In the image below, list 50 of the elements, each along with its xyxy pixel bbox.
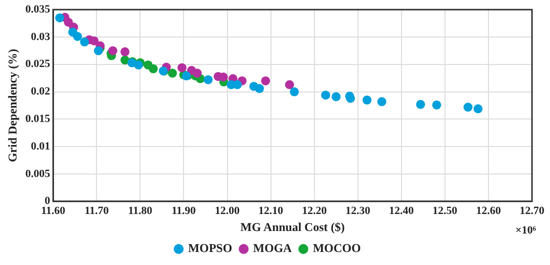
y-tick-label: 0	[44, 195, 51, 208]
point	[90, 36, 99, 46]
text: ×10⁶	[515, 224, 537, 237]
point	[285, 80, 294, 90]
point	[416, 100, 426, 109]
point	[464, 102, 473, 112]
y-tick-label: 0.025	[25, 58, 51, 70]
x-tick-label: 11.90	[172, 204, 196, 217]
point	[178, 63, 187, 72]
point	[168, 68, 177, 78]
x-axis-title: MG Annual Cost ($)	[240, 220, 345, 234]
point	[94, 46, 103, 56]
x-tick-label: 11.80	[128, 204, 153, 217]
point	[290, 87, 299, 96]
y-tick-label: 0.03	[30, 30, 51, 43]
y-tick-label: 0.01	[30, 140, 50, 152]
legend-label: MOGA	[253, 241, 292, 256]
y-tick-label: 0.02	[30, 86, 51, 98]
x-tick-label: 12.10	[258, 204, 284, 217]
point	[432, 100, 442, 110]
x-tick-label: 12.60	[476, 204, 502, 217]
point	[108, 46, 118, 56]
point	[261, 76, 270, 86]
point	[377, 97, 386, 106]
point	[120, 47, 130, 56]
x-tick-label: 12.50	[432, 204, 458, 217]
point	[148, 64, 158, 74]
point	[204, 75, 213, 84]
x-tick-label: 11.70	[84, 204, 110, 217]
point	[332, 92, 341, 102]
point	[321, 90, 330, 100]
point	[474, 104, 483, 114]
x-tick-label: 12.40	[389, 204, 414, 217]
legend-label: MOPSO	[188, 241, 232, 256]
y-tick-label: 0.035	[25, 3, 51, 16]
x-tick-label: 12.70	[520, 204, 545, 217]
legend-label: MOCOO	[312, 241, 361, 256]
x-tick-label: 11.60	[41, 204, 66, 217]
point	[73, 32, 82, 41]
y-tick-label: 0.015	[25, 113, 51, 126]
point	[254, 84, 264, 94]
x-tick-label: 12.20	[302, 204, 328, 217]
y-tick-label: 0.005	[25, 168, 51, 180]
x-tick-label: 12.30	[346, 204, 371, 217]
point	[80, 37, 89, 46]
x-tick-label: 12.00	[214, 204, 240, 217]
y-axis-title: Grid Dependency (%)	[5, 48, 20, 162]
point	[362, 96, 372, 105]
point	[55, 13, 64, 22]
point	[192, 68, 202, 78]
